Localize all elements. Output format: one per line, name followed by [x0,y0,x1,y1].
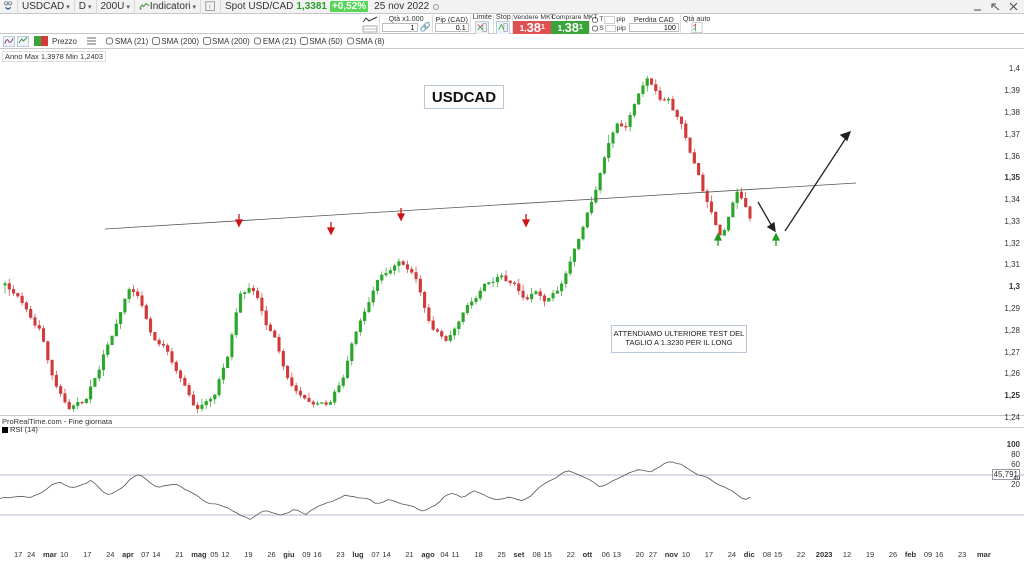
svg-text:i: i [209,3,210,10]
